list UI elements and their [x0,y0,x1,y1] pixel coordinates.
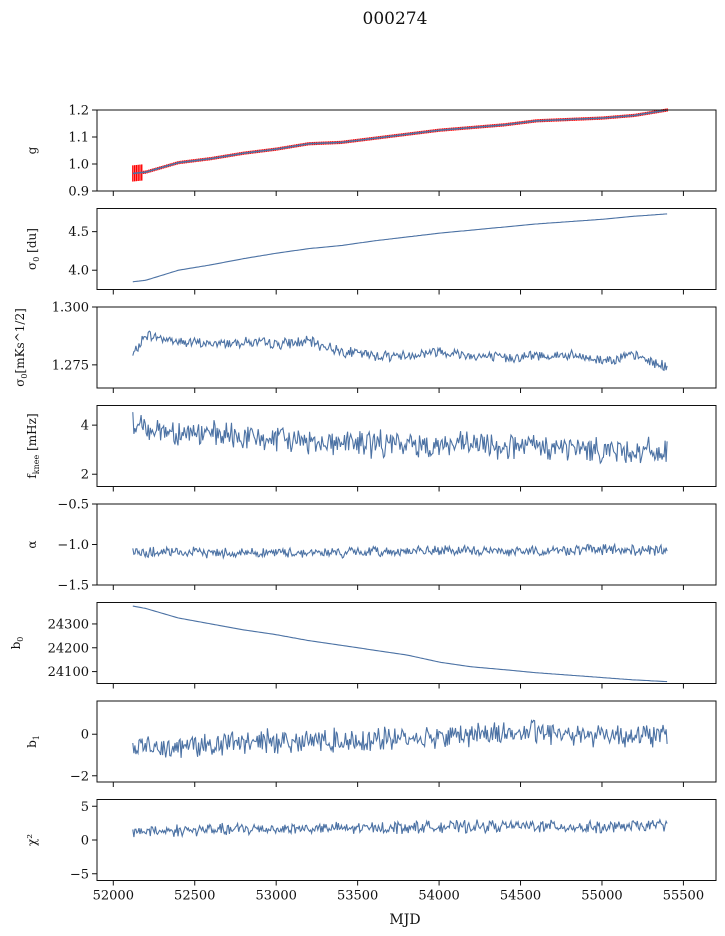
panel-sigma0_du: 4.0 4.5 σ0 [du] [25,208,717,295]
x-axis-label: MJD [389,912,420,928]
panel-b0: 24100 24200 24300 b0 [9,602,717,689]
axes-frame [96,405,717,487]
y-tick-label: 4.5 [68,225,89,240]
panel-sigma0_mks: 1.275 1.300 σ0[mKs^1/2] [13,301,717,393]
y-tick-label: 1.300 [52,301,89,316]
panel-g: 0.9 1.0 1.1 1.2 g [25,104,717,200]
y-tick-label: 0.9 [68,185,89,200]
y-axis-label: b0 [9,637,25,650]
y-axis-label: α [25,540,39,548]
y-tick-label: −1.0 [57,538,89,553]
x-tick-label: 53000 [256,889,297,904]
y-axis-label: σ0 [du] [25,228,41,270]
y-axis-label: b1 [25,735,41,748]
y-tick-label: 4 [81,419,89,434]
figure-title: 000274 [363,9,428,29]
y-axis-label: χ² [25,834,39,846]
x-tick-label: 54500 [500,889,541,904]
y-tick-label: 24300 [48,617,89,632]
x-tick-label: 54000 [418,889,459,904]
series-line-b0 [132,605,668,683]
axes-frame [96,109,717,192]
axes-frame [96,799,717,881]
y-tick-label: −0.5 [57,498,89,513]
y-axis-label: g [25,146,39,154]
y-tick-label: 2 [81,468,89,483]
axes-frame [96,306,717,389]
axes-frame [96,503,717,586]
axes-frame [96,700,717,783]
y-tick-label: 4.0 [68,264,89,279]
series-line-alpha [132,542,668,560]
x-tick-label: 53500 [337,889,378,904]
y-tick-label: 5 [81,800,89,815]
y-tick-label: −5 [70,867,89,882]
series-line-fknee [132,412,668,465]
x-tick-label: 55500 [663,889,704,904]
y-tick-label: 0 [81,834,89,849]
y-axis-label: fknee [mHz] [25,413,41,478]
y-tick-label: 24200 [48,641,89,656]
y-tick-label: 1.1 [68,131,89,146]
y-tick-label: 1.275 [52,358,89,373]
y-tick-label: 24100 [48,665,89,680]
panel-alpha: −1.5 −1.0 −0.5 α [25,498,717,594]
y-tick-label: 0 [81,728,89,743]
y-axis-label: σ0[mKs^1/2] [13,308,29,387]
series-line-g [132,109,668,175]
y-tick-label: −1.5 [57,579,89,594]
series-line-sigma0_du [132,213,668,283]
x-tick-label: 52000 [93,889,134,904]
panel-fknee: 2 4 fknee [mHz] [25,405,717,492]
x-tick-label: 52500 [174,889,215,904]
y-tick-label: −2 [70,769,89,784]
panel-chi2: −5 0 5 52000 52500 53000 53500 54000 54500 55000 5… [25,799,717,904]
y-tick-label: 1.0 [68,158,89,173]
y-tick-label: 1.2 [68,104,89,119]
series-line-chi2 [132,818,668,839]
axes-frame [96,208,717,290]
series-line-b1 [132,719,668,758]
panels-group: 0.9 1.0 1.1 1.2 g 4.0 4.5 σ0 [du] 1.275 1.300 σ0[m… [9,104,717,904]
series-line-sigma0_mks [132,330,668,372]
panel-b1: −2 0 b1 [25,700,717,787]
axes-frame [96,602,717,684]
x-tick-label: 55000 [581,889,622,904]
